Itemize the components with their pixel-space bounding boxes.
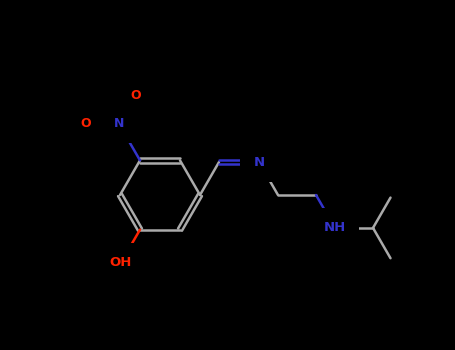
Text: N: N [114,118,124,131]
Text: O: O [130,89,141,102]
Text: O: O [81,118,91,131]
Text: N: N [253,156,264,169]
Text: NH: NH [324,222,346,235]
Text: OH: OH [110,256,132,269]
